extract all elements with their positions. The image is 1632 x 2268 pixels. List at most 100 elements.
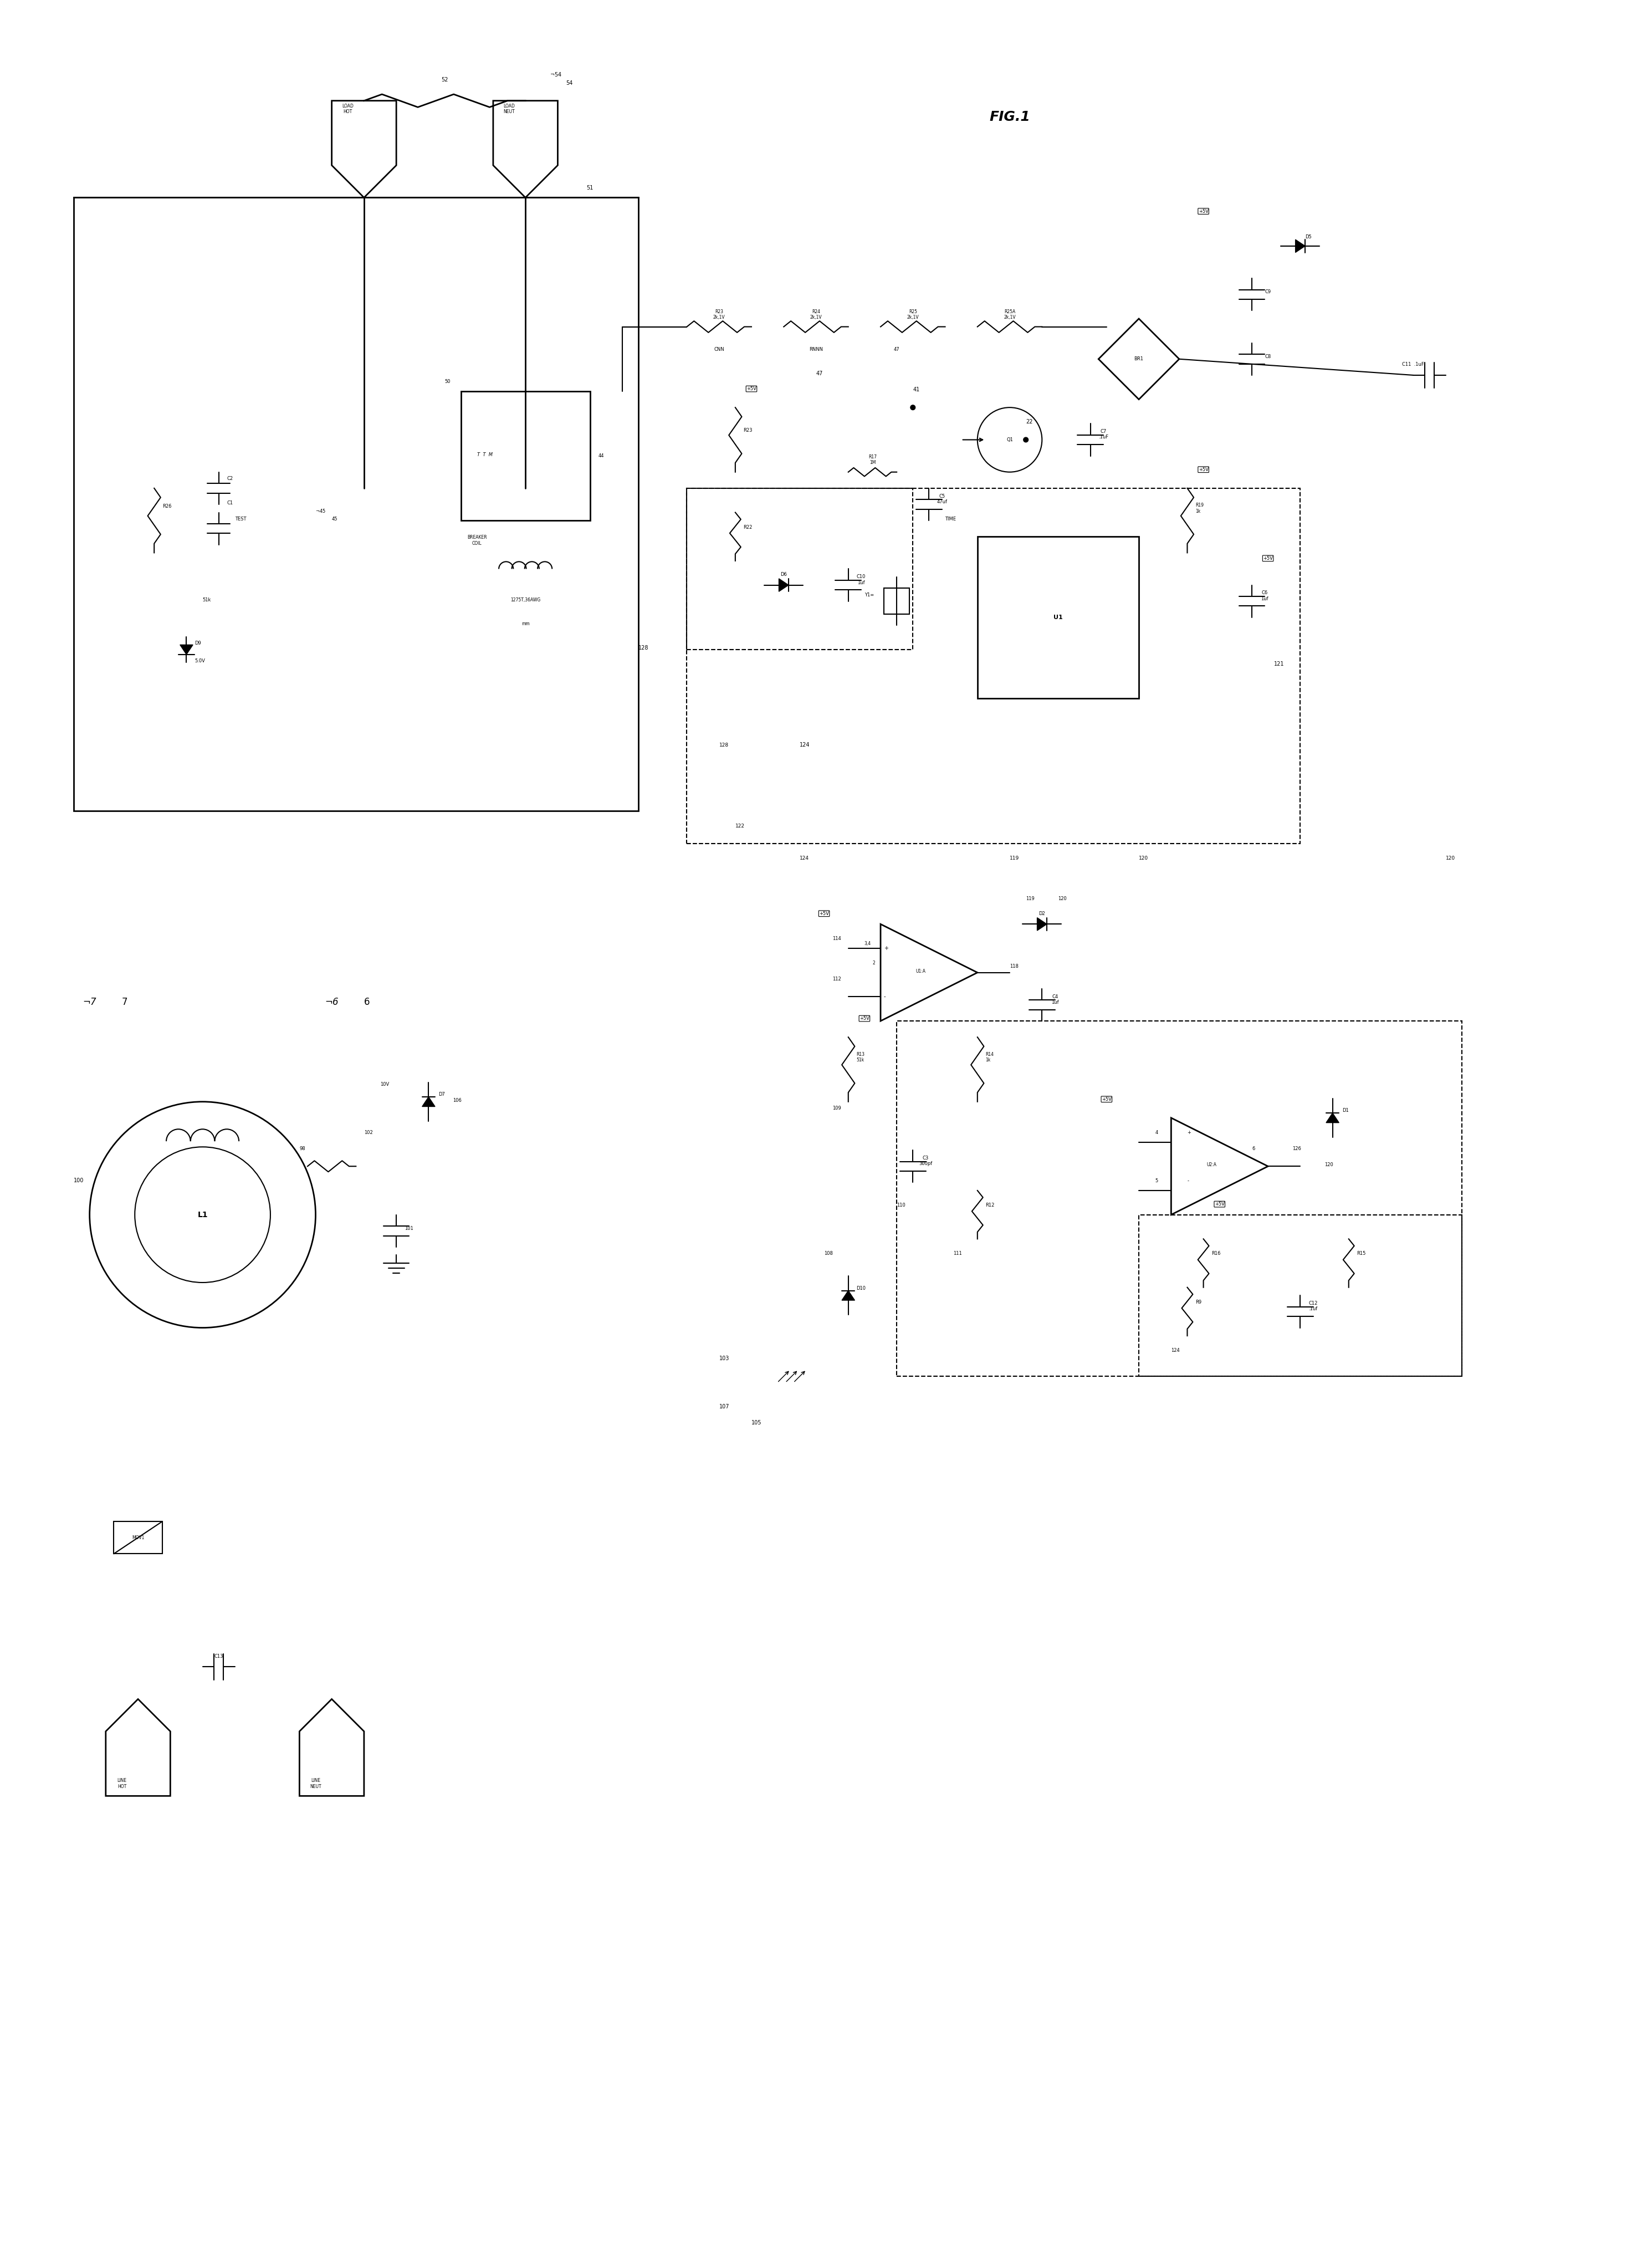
Text: 22: 22 — [1027, 420, 1033, 424]
Bar — [73, 197, 638, 812]
Text: 4: 4 — [1155, 1129, 1157, 1134]
Text: 5.0V: 5.0V — [194, 658, 206, 665]
Text: 2: 2 — [873, 962, 875, 966]
Text: +: + — [885, 946, 888, 950]
Text: R17
1M: R17 1M — [868, 454, 876, 465]
Text: $\neg$45: $\neg$45 — [315, 508, 326, 513]
Text: 105: 105 — [751, 1420, 762, 1427]
Text: R9: R9 — [1195, 1300, 1201, 1304]
Text: 41: 41 — [912, 388, 920, 392]
Text: D9: D9 — [194, 642, 201, 646]
Text: R12: R12 — [986, 1202, 994, 1209]
Text: C3
300pf: C3 300pf — [919, 1154, 932, 1166]
Text: LINE
HOT: LINE HOT — [118, 1778, 127, 1789]
Text: 119: 119 — [1010, 855, 1020, 860]
Text: U1:A: U1:A — [916, 968, 925, 973]
Text: 118: 118 — [1010, 964, 1018, 968]
Text: T  T  M: T T M — [477, 451, 493, 458]
Text: RNNN: RNNN — [809, 347, 823, 352]
Text: -: - — [1186, 1179, 1190, 1184]
Text: R22: R22 — [743, 524, 752, 531]
Text: 124: 124 — [800, 742, 809, 748]
Text: BR1: BR1 — [1134, 356, 1144, 361]
Text: 102: 102 — [364, 1129, 372, 1134]
Text: 107: 107 — [720, 1404, 730, 1411]
Text: 110: 110 — [896, 1202, 906, 1209]
Text: 109: 109 — [832, 1107, 840, 1111]
Text: 103: 103 — [720, 1356, 730, 1361]
Text: BREAKER
COIL: BREAKER COIL — [467, 535, 486, 547]
Text: 106: 106 — [452, 1098, 462, 1102]
Polygon shape — [1038, 919, 1046, 930]
Text: 5: 5 — [1155, 1179, 1157, 1184]
Polygon shape — [842, 1290, 855, 1300]
Text: C10
1uf: C10 1uf — [857, 574, 865, 585]
Text: 6: 6 — [1252, 1145, 1255, 1152]
Text: 112: 112 — [832, 978, 840, 982]
Text: C5
47uf: C5 47uf — [937, 494, 947, 503]
Polygon shape — [778, 578, 788, 592]
Polygon shape — [1296, 240, 1306, 252]
Text: 100: 100 — [73, 1177, 83, 1184]
Text: 47: 47 — [894, 347, 899, 352]
Text: D5: D5 — [1306, 234, 1312, 240]
Text: +5V: +5V — [1198, 467, 1208, 472]
Text: R24
2k,1V: R24 2k,1V — [809, 308, 823, 320]
Text: C6
1uf: C6 1uf — [1262, 590, 1268, 601]
Text: 52: 52 — [441, 77, 449, 82]
Text: C11  .1uF: C11 .1uF — [1402, 363, 1425, 367]
Text: L1: L1 — [197, 1211, 207, 1218]
Text: R19
1k: R19 1k — [1195, 503, 1204, 513]
Text: U1: U1 — [1054, 615, 1062, 619]
Text: 128: 128 — [638, 644, 648, 651]
Text: R14
1k: R14 1k — [986, 1052, 994, 1061]
Text: 44: 44 — [597, 454, 604, 458]
Text: 128: 128 — [720, 742, 728, 748]
Text: 10V: 10V — [380, 1082, 388, 1086]
Circle shape — [911, 406, 916, 411]
Text: R23: R23 — [743, 429, 752, 433]
Text: 51: 51 — [586, 186, 594, 191]
Text: CNN: CNN — [713, 347, 725, 352]
Text: D2: D2 — [1038, 912, 1044, 916]
Text: FIG.1: FIG.1 — [989, 111, 1030, 122]
Text: R15: R15 — [1356, 1252, 1366, 1256]
Text: C12
.1uf: C12 .1uf — [1309, 1302, 1317, 1311]
Text: 126: 126 — [1293, 1145, 1301, 1152]
Text: 47: 47 — [816, 370, 823, 376]
Text: 101: 101 — [405, 1227, 413, 1232]
Text: 3,4: 3,4 — [865, 941, 871, 946]
Bar — [978, 538, 1139, 699]
Text: 45: 45 — [331, 517, 338, 522]
Text: $\neg$54: $\neg$54 — [550, 70, 561, 77]
Text: D7: D7 — [439, 1091, 446, 1098]
Text: R26: R26 — [162, 503, 171, 508]
Text: R25A
2k,1V: R25A 2k,1V — [1004, 308, 1015, 320]
Text: R16: R16 — [1211, 1252, 1221, 1256]
Text: 120: 120 — [1446, 855, 1456, 860]
Text: 6: 6 — [364, 998, 370, 1007]
Text: 121: 121 — [1275, 662, 1284, 667]
Text: MOV1: MOV1 — [132, 1535, 144, 1540]
Text: 54: 54 — [566, 79, 573, 86]
Text: D6: D6 — [780, 572, 787, 576]
Text: LOAD
NEUT: LOAD NEUT — [504, 104, 516, 113]
Text: +5V: +5V — [1263, 556, 1273, 560]
Text: D1: D1 — [1342, 1109, 1348, 1114]
Polygon shape — [1327, 1114, 1338, 1123]
Text: C13: C13 — [214, 1653, 224, 1658]
Text: +5V: +5V — [1102, 1098, 1111, 1102]
Text: D10: D10 — [857, 1286, 867, 1290]
Bar — [1139, 1216, 1462, 1377]
Text: 122: 122 — [736, 823, 744, 828]
Text: TIME: TIME — [945, 517, 956, 522]
Text: mm: mm — [521, 621, 529, 626]
Text: +5V: +5V — [1214, 1202, 1224, 1207]
Text: R25
2k,1V: R25 2k,1V — [907, 308, 919, 320]
Bar — [885, 587, 909, 615]
Polygon shape — [180, 644, 193, 655]
Bar — [460, 392, 591, 519]
Text: C7
.1uF: C7 .1uF — [1098, 429, 1108, 440]
Text: 120: 120 — [1058, 896, 1067, 900]
Text: $\neg$7: $\neg$7 — [82, 998, 96, 1007]
